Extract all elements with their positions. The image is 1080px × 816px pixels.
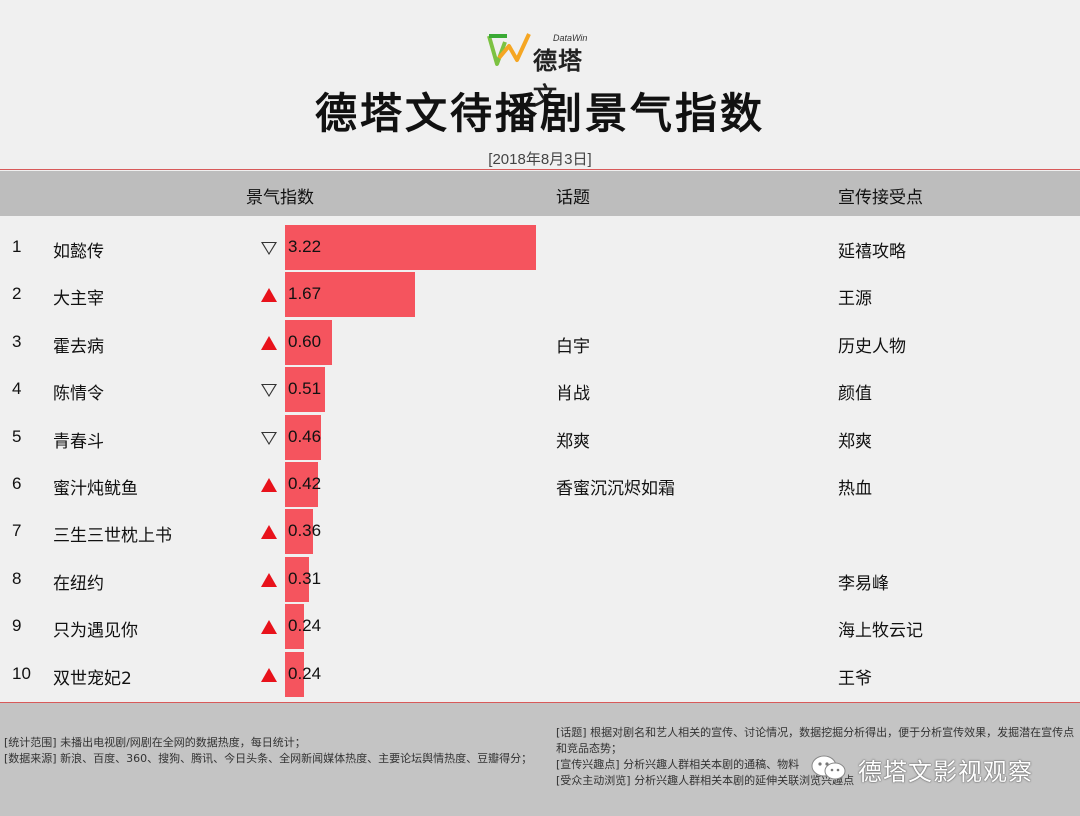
footer-promo-note: [宣传兴趣点] 分析兴趣人群相关本剧的通稿、物料 (556, 758, 800, 771)
promo-cell: 历史人物 (838, 337, 906, 357)
promo-cell: 李易峰 (838, 574, 889, 594)
index-bar (285, 509, 314, 554)
rank-number: 1 (12, 237, 22, 256)
drama-name: 蜜汁炖鱿鱼 (53, 479, 138, 499)
drama-name: 青春斗 (53, 432, 104, 452)
footer-browse-note: [受众主动浏览] 分析兴趣人群相关本剧的延伸关联浏览兴趣点 (556, 774, 855, 787)
promo-cell: 颜值 (838, 384, 872, 404)
promo-cell: 王源 (838, 289, 872, 309)
topic-cell: 香蜜沉沉烬如霜 (556, 479, 675, 499)
footer-notes-right: [话题] 根据对剧名和艺人相关的宣传、讨论情况，数据挖掘分析得出，便于分析宣传效… (556, 725, 1076, 789)
trend-up-icon (261, 288, 277, 302)
index-bar (285, 272, 416, 317)
index-bar (285, 415, 321, 460)
table-header: 景气指数 话题 宣传接受点 (0, 171, 1080, 216)
index-bar (285, 652, 304, 697)
header-topic: 话题 (556, 188, 590, 208)
index-value-label: 0.24 (288, 664, 322, 683)
trend-down-icon (261, 242, 277, 255)
rank-number: 10 (12, 664, 31, 683)
index-value-label: 0.24 (288, 616, 322, 635)
top-rule (0, 169, 1080, 170)
datawin-logo: DataWin 德塔文 (485, 28, 605, 110)
topic-cell: 郑爽 (556, 432, 590, 452)
rank-number: 7 (12, 521, 22, 540)
header-promo: 宣传接受点 (838, 188, 923, 208)
trend-up-icon (261, 620, 277, 634)
drama-name: 陈情令 (53, 384, 104, 404)
promo-cell: 延禧攻略 (838, 242, 906, 262)
footer-source-note: [数据来源] 新浪、百度、360、搜狗、腾讯、今日头条、全网新闻媒体热度、主要论… (4, 752, 533, 765)
index-value-label: 1.67 (288, 284, 322, 303)
trend-up-icon (261, 336, 277, 350)
rank-number: 4 (12, 379, 22, 398)
trend-down-icon (261, 384, 277, 397)
index-bar (285, 225, 536, 270)
trend-up-icon (261, 573, 277, 587)
rank-number: 2 (12, 284, 22, 303)
drama-name: 如懿传 (53, 242, 104, 262)
drama-name: 大主宰 (53, 289, 104, 309)
logo-subtitle: DataWin (553, 33, 588, 43)
topic-cell: 白宇 (556, 337, 590, 357)
rank-number: 9 (12, 616, 22, 635)
promo-cell: 郑爽 (838, 432, 872, 452)
index-value-label: 0.42 (288, 474, 322, 493)
page-title: 德塔文待播剧景气指数 (314, 89, 765, 138)
wechat-watermark: 德塔文影视观察 (810, 750, 1070, 786)
drama-name: 霍去病 (53, 337, 104, 357)
bottom-rule (0, 702, 1080, 703)
trend-up-icon (261, 478, 277, 492)
footer-notes-left: [统计范围] 未播出电视剧/网剧在全网的数据热度，每日统计； [数据来源] 新浪… (4, 735, 544, 767)
index-bar (285, 462, 318, 507)
datawin-logo-icon (487, 33, 531, 66)
index-value-label: 0.60 (288, 332, 322, 351)
promo-cell: 海上牧云记 (838, 621, 923, 641)
index-value-label: 0.46 (288, 427, 322, 446)
drama-name: 在纽约 (53, 574, 104, 594)
index-bar (285, 367, 325, 412)
index-value-label: 0.36 (288, 521, 322, 540)
index-bar (285, 320, 332, 365)
drama-name: 三生三世枕上书 (53, 526, 172, 546)
header-index: 景气指数 (246, 188, 314, 208)
footer-scope-note: [统计范围] 未播出电视剧/网剧在全网的数据热度，每日统计； (4, 736, 306, 749)
topic-cell: 肖战 (556, 384, 590, 404)
footer: [统计范围] 未播出电视剧/网剧在全网的数据热度，每日统计； [数据来源] 新浪… (0, 703, 1080, 816)
trend-down-icon (261, 432, 277, 445)
index-bar (285, 604, 304, 649)
footer-topic-note: [话题] 根据对剧名和艺人相关的宣传、讨论情况，数据挖掘分析得出，便于分析宣传效… (556, 726, 1075, 755)
watermark-text: 德塔文影视观察 (858, 758, 1033, 786)
report-date: [2018年8月3日] (488, 151, 592, 168)
index-bar (285, 557, 310, 602)
index-value-label: 3.22 (288, 237, 322, 256)
logo-text: 德塔文 (533, 47, 583, 110)
rank-number: 6 (12, 474, 22, 493)
trend-up-icon (261, 668, 277, 682)
promo-cell: 王爷 (838, 669, 872, 689)
rank-number: 3 (12, 332, 22, 351)
drama-name: 双世宠妃2 (53, 669, 132, 689)
index-value-label: 0.51 (288, 379, 322, 398)
rank-number: 8 (12, 569, 22, 588)
wechat-icon (811, 755, 846, 780)
rank-number: 5 (12, 427, 22, 446)
index-value-label: 0.31 (288, 569, 322, 588)
drama-name: 只为遇见你 (53, 621, 138, 641)
promo-cell: 热血 (838, 479, 872, 499)
trend-up-icon (261, 525, 277, 539)
